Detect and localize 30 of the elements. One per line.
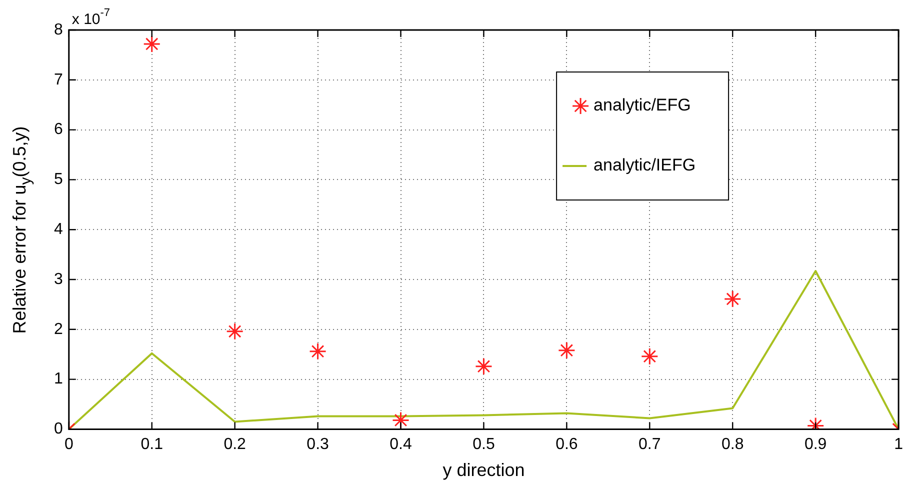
x-tick-label: 0.9 [804,436,827,454]
y-tick-label: 5 [54,171,63,188]
y-tick-label: 4 [54,221,63,238]
x-tick-label: 0.6 [556,436,578,454]
point [558,342,576,360]
x-tick-label: 0.5 [472,436,495,454]
point [474,358,492,376]
x-tick-label: 1 [894,436,904,454]
y-tick-label: 1 [54,370,63,388]
legend-label: analytic/EFG [594,96,691,115]
y-tick-label: 2 [54,320,63,338]
x-axis-title: y direction [442,460,525,480]
x-tick-label: 0.3 [306,436,330,454]
y-tick-label: 6 [54,121,63,138]
point [640,348,658,366]
x-tick-label: 0.1 [140,436,164,454]
x-tick-label: 0.2 [224,436,246,454]
point [143,35,161,53]
point [226,322,244,340]
x-tick-label: 0.4 [390,436,412,454]
point [309,342,327,360]
x-tick-label: 0.7 [638,436,661,454]
point [392,411,410,429]
y-tick-label: 3 [54,270,63,288]
point [724,290,742,308]
legend-label: analytic/IEFG [594,156,696,175]
y-tick-label: 8 [54,21,63,38]
y-tick-label: 0 [54,420,63,438]
x-tick-label: 0.8 [721,436,744,454]
y-tick-label: 7 [54,71,63,88]
